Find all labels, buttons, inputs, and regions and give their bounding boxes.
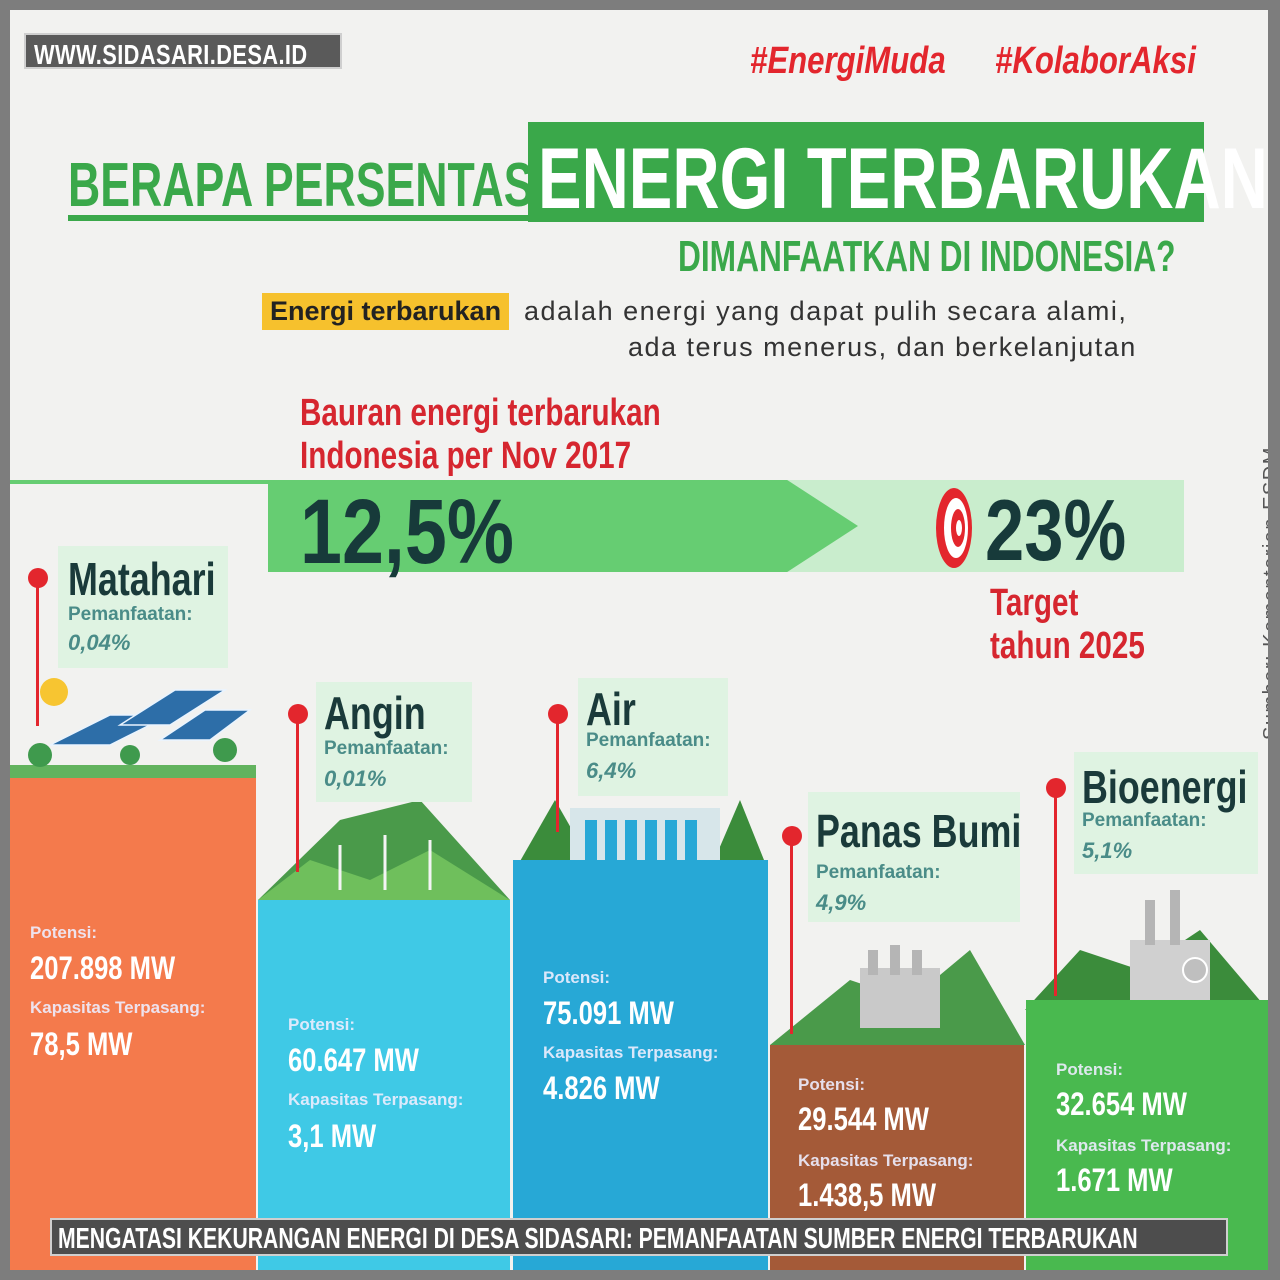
pin-bioenergi: [1046, 778, 1066, 798]
utilization-value-air: 6,4%: [586, 758, 637, 783]
potential-label-angin: Potensi:: [288, 1015, 356, 1034]
column-air: Potensi: 75.091 MW Kapasitas Terpasang: …: [513, 860, 768, 1270]
scenery-illustration: [10, 678, 1268, 1045]
site-url-badge[interactable]: WWW.SIDASARI.DESA.ID: [24, 33, 342, 70]
site-url[interactable]: WWW.SIDASARI.DESA.ID: [34, 39, 308, 70]
installed-value-matahari: 78,5 MW: [30, 1026, 133, 1062]
pin-line-matahari: [36, 586, 39, 726]
column-body-angin: [258, 900, 510, 1270]
target-label-line1: Target: [990, 582, 1079, 624]
potential-value-matahari: 207.898 MW: [30, 950, 176, 986]
subtitle: DIMANFAATKAN DI INDONESIA?: [678, 232, 1176, 281]
installed-value-bioenergi: 1.671 MW: [1056, 1162, 1173, 1198]
utilization-label-angin: Pemanfaatan:: [324, 738, 449, 759]
mix-bar-fill: [268, 480, 858, 572]
pin-line-panas-bumi: [790, 844, 793, 1034]
hashtag-energi-muda: #EnergiMuda: [750, 40, 946, 82]
installed-value-angin: 3,1 MW: [288, 1118, 377, 1154]
label-box-bioenergi: Bioenergi Pemanfaatan: 5,1%: [1074, 752, 1258, 874]
hashtag-kolabor-aksi: #KolaborAksi: [995, 40, 1196, 82]
utilization-value-panas-bumi: 4,9%: [816, 890, 867, 915]
name-bioenergi: Bioenergi: [1082, 761, 1248, 813]
utilization-label-air: Pemanfaatan:: [586, 730, 711, 751]
pin-line-angin: [296, 722, 299, 872]
potential-value-panas-bumi: 29.544 MW: [798, 1101, 929, 1137]
pin-line-bioenergi: [1054, 796, 1057, 996]
installed-label-bioenergi: Kapasitas Terpasang:: [1056, 1136, 1232, 1155]
name-angin: Angin: [324, 687, 426, 739]
title-highlight-box: ENERGI TERBARUKAN: [528, 122, 1268, 227]
installed-label-angin: Kapasitas Terpasang:: [288, 1090, 464, 1109]
potential-label-air: Potensi:: [543, 968, 611, 987]
column-body-matahari: [10, 778, 256, 1270]
title-right: ENERGI TERBARUKAN: [538, 131, 1268, 227]
mix-label-line1: Bauran energi terbarukan: [300, 392, 661, 434]
pin-air: [548, 704, 568, 724]
pin-panas-bumi: [782, 826, 802, 846]
column-angin: Potensi: 60.647 MW Kapasitas Terpasang: …: [258, 900, 510, 1270]
utilization-value-matahari: 0,04%: [68, 630, 131, 655]
label-box-air: Air Pemanfaatan: 6,4%: [578, 678, 728, 796]
title-underline: [68, 215, 538, 221]
target-label-line2: tahun 2025: [990, 625, 1145, 667]
pin-line-air: [556, 722, 559, 832]
column-matahari: Potensi: 207.898 MW Kapasitas Terpasang:…: [10, 778, 256, 1270]
installed-value-air: 4.826 MW: [543, 1070, 660, 1106]
footer-caption: MENGATASI KEKURANGAN ENERGI DI DESA SIDA…: [58, 1223, 1138, 1255]
potential-value-bioenergi: 32.654 MW: [1056, 1086, 1187, 1122]
utilization-value-bioenergi: 5,1%: [1082, 838, 1133, 863]
name-matahari: Matahari: [68, 553, 216, 605]
potential-label-bioenergi: Potensi:: [1056, 1060, 1124, 1079]
utilization-label-panas-bumi: Pemanfaatan:: [816, 862, 941, 883]
infographic-card: #EnergiMuda #KolaborAksi BERAPA PERSENTA…: [10, 10, 1268, 1270]
potential-label-matahari: Potensi:: [30, 923, 98, 942]
potential-value-angin: 60.647 MW: [288, 1042, 419, 1078]
potential-value-air: 75.091 MW: [543, 995, 674, 1031]
target-percentage: 23%: [985, 483, 1127, 579]
current-percentage: 12,5%: [300, 481, 514, 583]
label-box-angin: Angin Pemanfaatan: 0,01%: [316, 682, 472, 802]
installed-value-panas-bumi: 1.438,5 MW: [798, 1177, 937, 1213]
mix-label-line2: Indonesia per Nov 2017: [300, 435, 632, 477]
definition-text: adalah energi yang dapat pulih secara al…: [524, 296, 1128, 326]
definition-highlight: Energi terbarukan: [262, 293, 510, 330]
installed-label-panas-bumi: Kapasitas Terpasang:: [798, 1151, 974, 1170]
installed-label-matahari: Kapasitas Terpasang:: [30, 998, 206, 1017]
footer-caption-bar: MENGATASI KEKURANGAN ENERGI DI DESA SIDA…: [50, 1218, 1228, 1256]
column-body-air: [513, 860, 768, 1270]
potential-label-panas-bumi: Potensi:: [798, 1075, 866, 1094]
label-box-panas-bumi: Panas Bumi Pemanfaatan: 4,9%: [808, 792, 1022, 922]
name-panas-bumi: Panas Bumi: [816, 805, 1022, 857]
utilization-label-bioenergi: Pemanfaatan:: [1082, 810, 1207, 831]
title-left: BERAPA PERSENTASE: [68, 151, 564, 220]
pin-matahari: [28, 568, 48, 588]
target-icon: [936, 488, 972, 568]
installed-label-air: Kapasitas Terpasang:: [543, 1043, 719, 1062]
pin-angin: [288, 704, 308, 724]
mix-bar-lead: [10, 480, 268, 484]
definition-text-line2: ada terus menerus, dan berkelanjutan: [628, 332, 1137, 362]
utilization-value-angin: 0,01%: [324, 766, 387, 791]
utilization-label-matahari: Pemanfaatan:: [68, 604, 193, 625]
label-box-matahari: Matahari Pemanfaatan: 0,04%: [58, 546, 228, 668]
name-air: Air: [586, 683, 636, 735]
